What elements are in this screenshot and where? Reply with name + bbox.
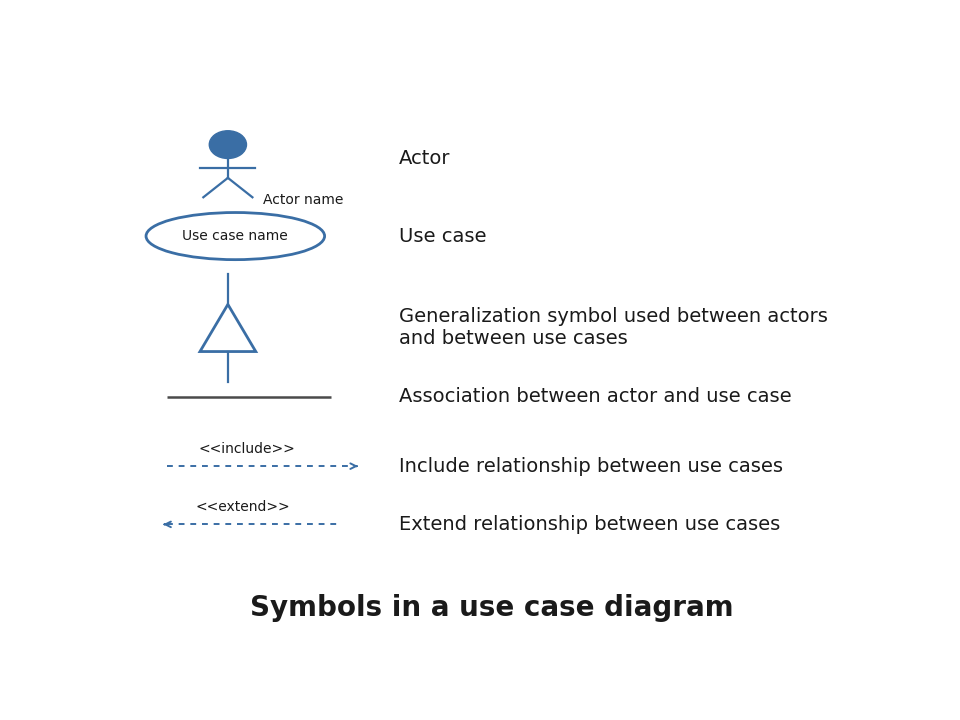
Text: <<include>>: <<include>> [198, 442, 295, 456]
Circle shape [209, 131, 247, 158]
Text: Association between actor and use case: Association between actor and use case [399, 387, 792, 406]
Text: Use case name: Use case name [182, 229, 288, 243]
Text: Actor: Actor [399, 149, 450, 168]
Text: Use case: Use case [399, 227, 487, 246]
Text: Actor name: Actor name [263, 193, 344, 207]
Text: Generalization symbol used between actors
and between use cases: Generalization symbol used between actor… [399, 307, 828, 348]
Text: <<extend>>: <<extend>> [196, 500, 290, 514]
Text: Symbols in a use case diagram: Symbols in a use case diagram [251, 593, 733, 621]
Text: Include relationship between use cases: Include relationship between use cases [399, 456, 783, 476]
Text: Extend relationship between use cases: Extend relationship between use cases [399, 515, 780, 534]
